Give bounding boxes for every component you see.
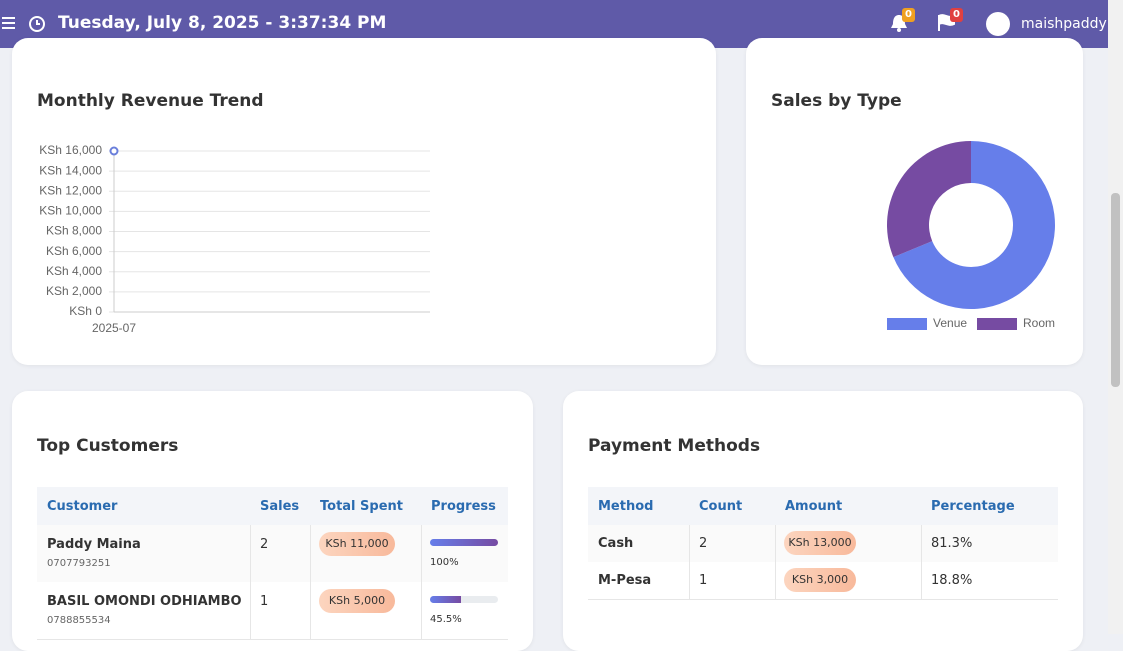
sales-count: 1 [260,594,269,609]
amount-badge: KSh 11,000 [319,532,395,556]
payment-methods-card: Payment Methods Method Count Amount Percent… [563,391,1083,651]
customer-name: Paddy Maina [47,537,141,552]
message-badge: 0 [950,8,963,22]
column-header: Total Spent [320,499,403,514]
cell-border [421,525,422,582]
amount-badge: KSh 3,000 [784,568,856,592]
avatar[interactable] [986,12,1010,36]
cell-border [310,582,311,639]
scrollbar[interactable] [1108,0,1123,634]
column-header: Customer [47,499,118,514]
datetime: Tuesday, July 8, 2025 - 3:37:34 PM [58,13,387,33]
cell: 1 [699,573,708,588]
column-header: Amount [785,499,843,514]
cell: M-Pesa [598,573,652,588]
column-header: Sales [260,499,300,514]
top-customers-card: Top Customers Customer Sales Total Spent Pr… [12,391,533,651]
menu-icon[interactable] [2,16,16,30]
card-title: Top Customers [37,436,179,456]
card-title: Sales by Type [771,91,902,111]
cell: 81.3% [931,536,973,551]
cell-border [775,525,776,562]
cell-border [775,562,776,599]
cell-border [921,525,922,562]
cell: 18.8% [931,573,973,588]
sales-type-card: Sales by Type [746,38,1083,365]
revenue-card: Monthly Revenue Trend [12,38,716,365]
table-row [37,582,508,640]
customer-phone: 0707793251 [47,558,111,569]
progress-label: 45.5% [430,614,462,625]
sales-count: 2 [260,537,269,552]
cell-border [250,525,251,582]
amount-badge: KSh 5,000 [319,589,395,613]
column-header: Percentage [931,499,1015,514]
cell: 2 [699,536,708,551]
card-title: Monthly Revenue Trend [37,91,264,111]
progress-bar [430,596,461,603]
scroll-thumb[interactable] [1111,193,1120,387]
progress-label: 100% [430,557,459,568]
cell-border [421,582,422,639]
cell-border [689,525,690,562]
progress-track [430,539,498,546]
username[interactable]: maishpaddy [1021,16,1107,32]
column-header: Progress [431,499,496,514]
cell-border [921,562,922,599]
cell-border [250,582,251,639]
amount-badge: KSh 13,000 [784,531,856,555]
payment-table: Method Count Amount Percentage Cash 2 KSh 13,0… [588,487,1058,607]
card-title: Payment Methods [588,436,761,456]
customer-phone: 0788855534 [47,615,111,626]
cell: Cash [598,536,634,551]
cell-border [689,562,690,599]
customers-table: Customer Sales Total Spent Progress Paddy Ma… [37,487,508,647]
progress-track [430,596,498,603]
notification-badge: 0 [902,8,915,22]
column-header: Count [699,499,743,514]
progress-bar [430,539,498,546]
table-row [37,525,508,583]
customer-name: BASIL OMONDI ODHIAMBO [47,594,242,609]
column-header: Method [598,499,654,514]
cell-border [310,525,311,582]
clock-icon [29,16,45,32]
